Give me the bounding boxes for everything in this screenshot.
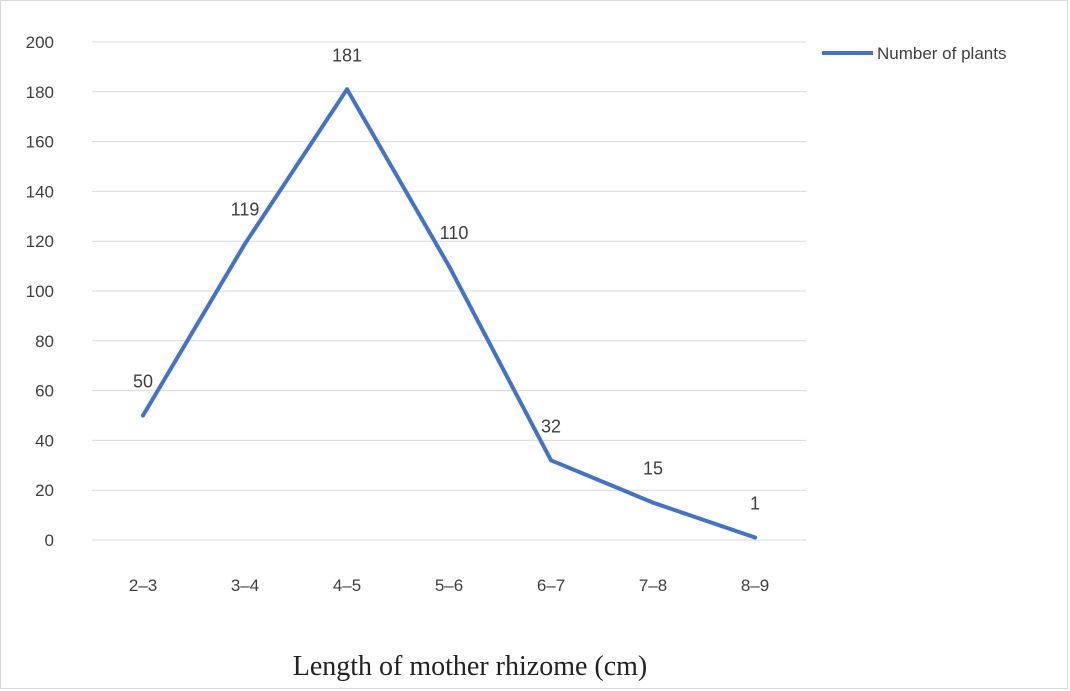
y-tick-label: 180: [26, 83, 54, 102]
data-point: [549, 458, 553, 463]
x-axis-title: Length of mother rhizome (cm): [293, 651, 648, 682]
x-tick-label: 6–7: [537, 576, 565, 595]
legend: Number of plants: [822, 44, 1006, 63]
x-axis-tick-labels: 2–3 3–4 4–5 5–6 6–7 7–8 8–9: [129, 576, 769, 595]
gridlines: [92, 41, 806, 541]
y-axis-tick-labels: 0 20 40 60 80 100 120 140 160 180 200: [26, 33, 54, 550]
x-tick-label: 5–6: [435, 576, 463, 595]
data-point: [753, 535, 757, 540]
x-tick-label: 8–9: [741, 576, 769, 595]
data-label: 15: [643, 459, 663, 479]
y-tick-label: 80: [35, 332, 54, 351]
y-tick-label: 60: [35, 382, 54, 401]
data-label: 1: [750, 494, 760, 514]
y-tick-label: 40: [35, 431, 54, 450]
y-tick-label: 120: [26, 232, 54, 251]
x-tick-label: 4–5: [333, 576, 361, 595]
y-tick-label: 140: [26, 182, 54, 201]
data-label: 110: [440, 223, 469, 243]
series-line-number-of-plants: [141, 87, 757, 540]
y-tick-label: 100: [26, 282, 54, 301]
data-label: 50: [133, 372, 153, 392]
x-tick-label: 3–4: [231, 576, 259, 595]
data-point: [141, 413, 145, 418]
data-point: [345, 87, 349, 92]
data-points: [141, 87, 757, 540]
y-tick-label: 20: [35, 481, 54, 500]
legend-label: Number of plants: [877, 44, 1006, 63]
data-point: [243, 241, 247, 246]
y-tick-label: 200: [26, 33, 54, 52]
y-tick-label: 160: [26, 133, 54, 152]
data-label: 119: [231, 200, 260, 220]
data-labels: 50 119 181 110 32 15 1: [133, 45, 760, 513]
data-point: [651, 500, 655, 505]
x-tick-label: 7–8: [639, 576, 667, 595]
data-label: 181: [332, 45, 362, 65]
data-label: 32: [541, 416, 561, 436]
y-tick-label: 0: [45, 531, 54, 550]
data-point: [447, 264, 451, 269]
x-tick-label: 2–3: [129, 576, 157, 595]
